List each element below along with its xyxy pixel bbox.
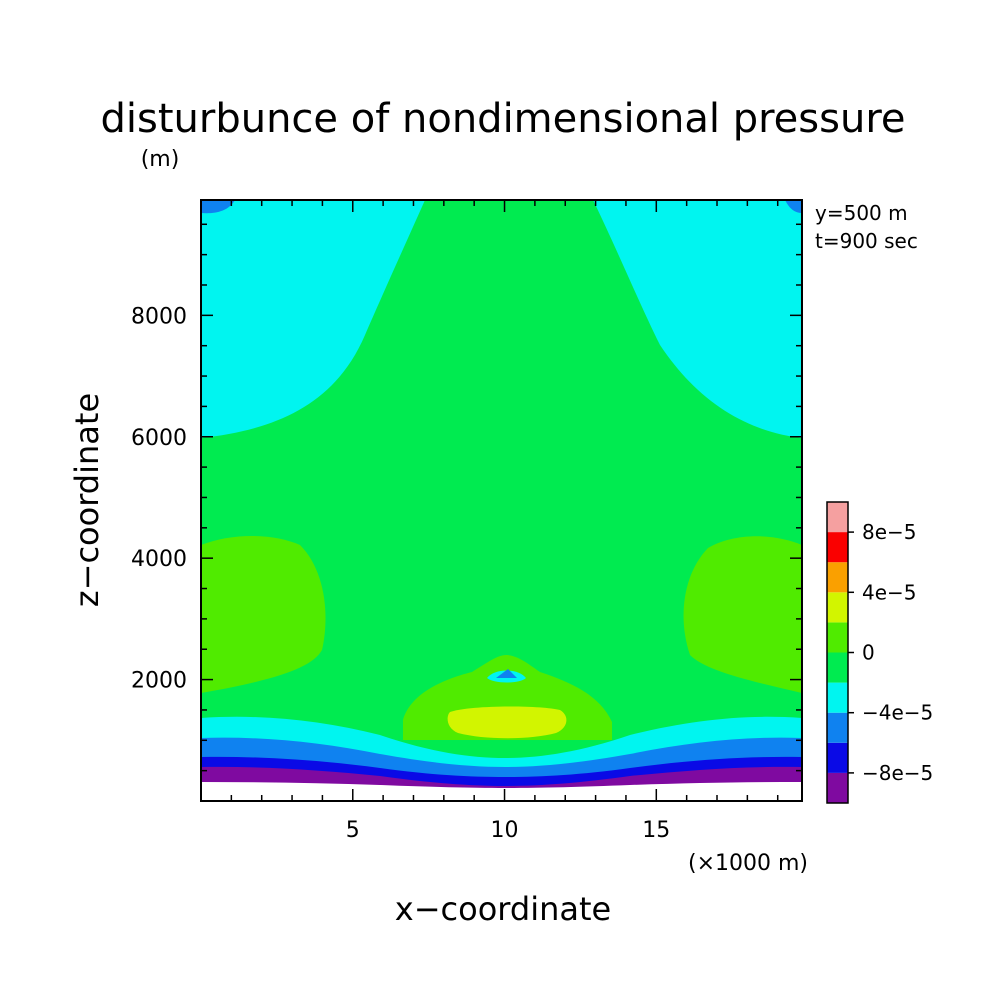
contour-field [201, 200, 802, 801]
y-axis-label: z−coordinate [68, 393, 106, 607]
colorbar-swatch [827, 712, 848, 743]
x-tick-label: 10 [491, 818, 519, 843]
chart-title: disturbunce of nondimensional pressure [101, 96, 906, 142]
colorbar-tick-label: 4e−5 [862, 580, 917, 604]
annotation-time: t=900 sec [815, 229, 918, 253]
contour-region-upper-right [593, 200, 802, 438]
colorbar-swatch [827, 772, 848, 803]
colorbar-swatch [827, 562, 848, 593]
colorbar-swatch [827, 592, 848, 623]
contour-spot-blue [496, 669, 517, 678]
y-tick-label: 8000 [131, 304, 187, 329]
colorbar-swatch [827, 532, 848, 563]
axis-ticks [201, 200, 802, 801]
x-axis-label: x−coordinate [395, 890, 611, 928]
colorbar-tick-label: 0 [862, 641, 875, 665]
y-tick-labels: 2000 4000 6000 8000 [131, 304, 187, 693]
y-unit-label: (m) [141, 147, 180, 172]
contour-core-center [447, 706, 567, 739]
colorbar-tick-label: −8e−5 [862, 761, 933, 785]
y-tick-label: 2000 [131, 669, 187, 694]
colorbar-swatch [827, 742, 848, 773]
contour-undefined-region [201, 782, 802, 801]
colorbar-tick-label: 8e−5 [862, 520, 917, 544]
contour-lobe-right [683, 536, 802, 693]
annotation-y-position: y=500 m [815, 201, 908, 225]
colorbar-swatch [827, 682, 848, 713]
colorbar-swatch [827, 502, 848, 533]
contour-region-upper-left [201, 200, 425, 438]
colorbar-swatch [827, 622, 848, 653]
plot-frame [200, 199, 803, 802]
y-tick-label: 6000 [131, 426, 187, 451]
contour-corner-right [785, 200, 802, 213]
y-tick-label: 4000 [131, 547, 187, 572]
colorbar: −8e−5 −4e−5 0 4e−5 8e−5 [826, 501, 933, 804]
x-tick-label: 5 [346, 818, 360, 843]
contour-corner-left [201, 200, 235, 214]
x-unit-label: (×1000 m) [688, 851, 808, 876]
contour-lobe-left [201, 535, 326, 693]
x-tick-label: 15 [642, 818, 670, 843]
colorbar-swatch [827, 652, 848, 683]
x-tick-labels: 5 10 15 [346, 818, 671, 843]
colorbar-tick-label: −4e−5 [862, 701, 933, 725]
